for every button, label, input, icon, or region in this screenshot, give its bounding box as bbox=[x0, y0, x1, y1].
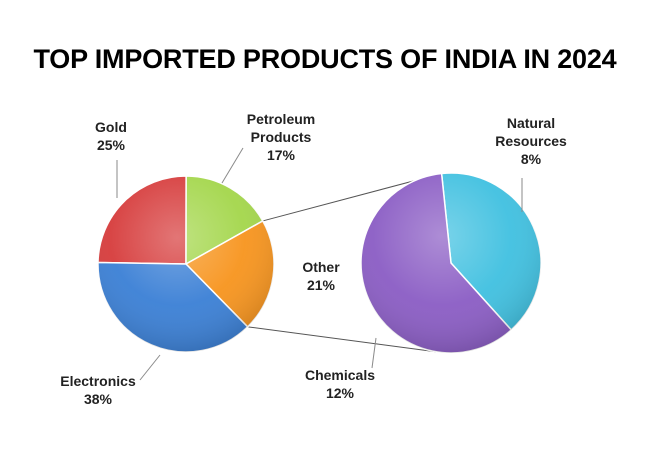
leader-chemicals bbox=[371, 337, 377, 369]
label-electronics: Electronics 38% bbox=[60, 373, 136, 407]
label-natural-resources-line-3: 8% bbox=[521, 151, 542, 167]
label-electronics-line-2: 38% bbox=[84, 391, 113, 407]
secondary-pie bbox=[360, 172, 542, 354]
label-other: Other 21% bbox=[302, 259, 340, 293]
label-gold-line-1: Gold bbox=[95, 119, 127, 135]
label-gold: Gold 25% bbox=[95, 119, 127, 153]
chart-title: TOP IMPORTED PRODUCTS OF INDIA IN 2024 bbox=[33, 44, 617, 74]
label-petroleum-products: Petroleum Products 17% bbox=[247, 111, 315, 163]
label-other-line-2: 21% bbox=[307, 277, 336, 293]
leader-electronics bbox=[139, 354, 161, 381]
label-chemicals-line-1: Chemicals bbox=[305, 367, 375, 383]
label-petroleum-products-line-1: Petroleum bbox=[247, 111, 315, 127]
label-natural-resources-line-1: Natural bbox=[507, 115, 555, 131]
slice-gold bbox=[97, 175, 187, 265]
leader-petroleum-products bbox=[221, 147, 244, 184]
label-natural-resources: Natural Resources 8% bbox=[495, 115, 567, 167]
label-gold-line-2: 25% bbox=[97, 137, 126, 153]
label-electronics-line-1: Electronics bbox=[60, 373, 136, 389]
label-other-line-1: Other bbox=[302, 259, 340, 275]
label-chemicals-line-2: 12% bbox=[326, 385, 355, 401]
label-petroleum-products-line-2: Products bbox=[251, 129, 312, 145]
label-petroleum-products-line-3: 17% bbox=[267, 147, 296, 163]
label-chemicals: Chemicals 12% bbox=[305, 367, 375, 401]
label-natural-resources-line-2: Resources bbox=[495, 133, 567, 149]
slice-labels: Gold 25% Petroleum Products 17% Other 21% Elect… bbox=[60, 111, 567, 407]
main-pie bbox=[97, 175, 275, 353]
label-leader-lines bbox=[116, 147, 523, 381]
